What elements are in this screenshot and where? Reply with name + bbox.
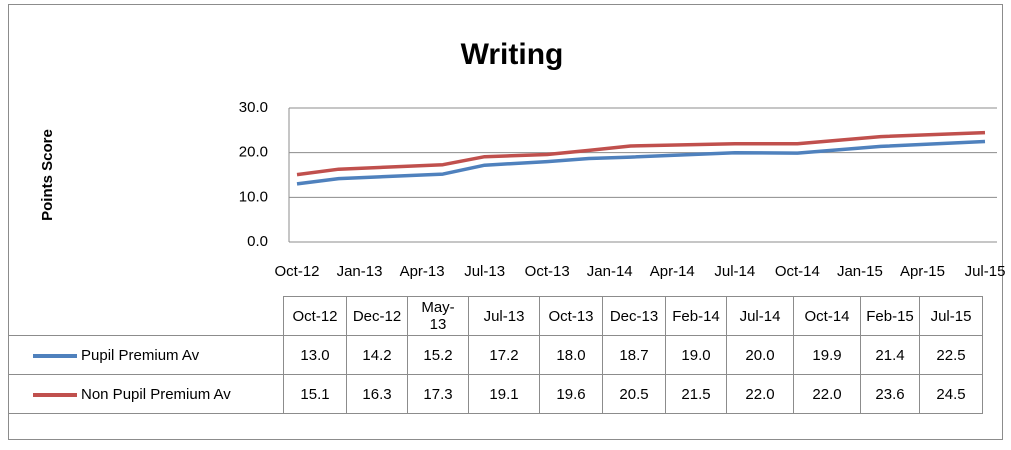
table-value: 17.2	[468, 335, 540, 375]
legend-cell: Pupil Premium Av	[8, 335, 284, 375]
x-tick-label: Oct-14	[775, 263, 820, 280]
table-value: 15.1	[283, 374, 347, 414]
y-tick-label: 30.0	[239, 99, 268, 116]
table-category: Dec-13	[602, 296, 666, 336]
table-category: Feb-14	[665, 296, 727, 336]
table-category: Jul-15	[919, 296, 983, 336]
legend-key	[33, 392, 77, 397]
category-label: Feb-14	[672, 307, 720, 325]
legend-key	[33, 353, 77, 358]
category-label: Jul-13	[483, 307, 525, 325]
data-table: Oct-12 Dec-12 May-13 Jul-13 Oct-13 Dec-13 Feb-…	[8, 296, 983, 414]
y-tick-label: 20.0	[239, 144, 268, 161]
category-label: Dec-13	[609, 307, 659, 325]
x-tick-label: Oct-12	[274, 263, 319, 280]
chart-frame	[8, 4, 1003, 440]
table-value: 22.0	[726, 374, 794, 414]
table-category: May-13	[407, 296, 469, 336]
category-label: Oct-13	[548, 307, 594, 325]
series-line	[296, 130, 986, 177]
table-category: Jul-14	[726, 296, 794, 336]
table-value: 20.0	[726, 335, 794, 375]
table-value: 18.7	[602, 335, 666, 375]
table-value: 23.6	[860, 374, 920, 414]
table-category: Oct-13	[539, 296, 603, 336]
blank-cell	[8, 296, 284, 336]
table-value: 19.6	[539, 374, 603, 414]
table-value: 19.1	[468, 374, 540, 414]
x-tick-label: Jan-14	[587, 263, 633, 280]
category-label: Jul-15	[930, 307, 972, 325]
table-value: 14.2	[346, 335, 408, 375]
table-row: Non Pupil Premium Av 15.1 16.3 17.3 19.1 19.6…	[8, 374, 983, 414]
legend-cell: Non Pupil Premium Av	[8, 374, 284, 414]
table-value: 21.5	[665, 374, 727, 414]
table-value: 22.0	[793, 374, 861, 414]
table-value: 19.0	[665, 335, 727, 375]
table-value: 21.4	[860, 335, 920, 375]
table-value: 22.5	[919, 335, 983, 375]
x-tick-label: Jul-13	[464, 263, 505, 280]
x-tick-label: Jul-15	[965, 263, 1006, 280]
table-category: Oct-12	[283, 296, 347, 336]
x-tick-label: Oct-13	[525, 263, 570, 280]
table-header: Oct-12 Dec-12 May-13 Jul-13 Oct-13 Dec-13 Feb-…	[8, 296, 983, 336]
table-category: Oct-14	[793, 296, 861, 336]
series-line	[296, 139, 986, 186]
x-tick-label: Jul-14	[714, 263, 755, 280]
category-label: Feb-15	[866, 307, 914, 325]
x-tick-label: Apr-13	[400, 263, 445, 280]
table-value: 16.3	[346, 374, 408, 414]
category-label: Dec-12	[352, 307, 402, 325]
table-value: 15.2	[407, 335, 469, 375]
y-axis-label: Points Score	[39, 129, 56, 221]
y-tick-label: 10.0	[239, 188, 268, 205]
category-label: Oct-12	[292, 307, 338, 325]
category-label: Jul-14	[739, 307, 781, 325]
y-tick-label: 0.0	[247, 233, 268, 250]
table-value: 24.5	[919, 374, 983, 414]
x-tick-label: Jan-13	[337, 263, 383, 280]
chart-title: Writing	[461, 38, 564, 71]
table-category: Jul-13	[468, 296, 540, 336]
x-tick-label: Jan-15	[837, 263, 883, 280]
table-category: Feb-15	[860, 296, 920, 336]
legend-label: Pupil Premium Av	[81, 346, 200, 364]
x-tick-label: Apr-14	[650, 263, 695, 280]
table-value: 13.0	[283, 335, 347, 375]
x-tick-label: Apr-15	[900, 263, 945, 280]
table-category: Dec-12	[346, 296, 408, 336]
legend-label: Non Pupil Premium Av	[81, 385, 231, 403]
category-label: Oct-14	[804, 307, 850, 325]
category-label: May-13	[421, 299, 455, 333]
table-row: Pupil Premium Av 13.0 14.2 15.2 17.2 18.0 18.7…	[8, 335, 983, 375]
table-value: 19.9	[793, 335, 861, 375]
table-value: 17.3	[407, 374, 469, 414]
table-value: 20.5	[602, 374, 666, 414]
table-value: 18.0	[539, 335, 603, 375]
